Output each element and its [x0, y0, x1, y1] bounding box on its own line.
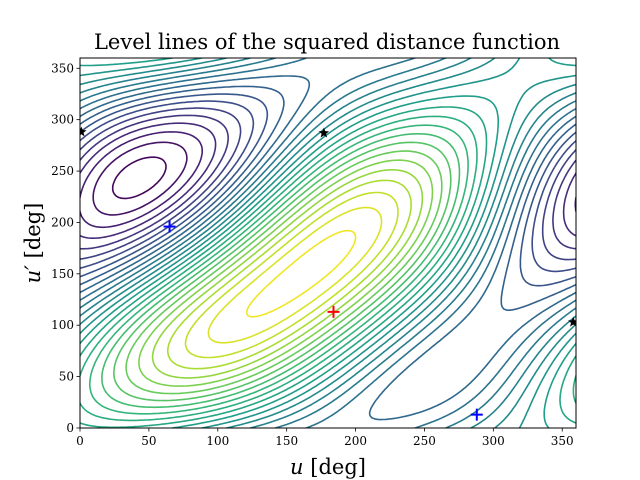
contour-line — [138, 159, 434, 387]
x-tick-label: 300 — [482, 434, 505, 448]
x-tick-label: 50 — [141, 434, 156, 448]
x-axis-unit: [deg] — [310, 455, 366, 479]
y-axis-label: u′ [deg] — [21, 203, 45, 284]
saddle-point-marker — [318, 127, 330, 138]
y-tick-label: 100 — [51, 318, 74, 332]
contour-line — [125, 150, 443, 395]
chart-title: Level lines of the squared distance func… — [94, 30, 560, 54]
contour-line — [80, 93, 576, 287]
x-tick-label: 250 — [413, 434, 436, 448]
local-minimum-marker — [163, 220, 176, 233]
contour-line — [184, 191, 399, 359]
contour-line — [80, 107, 576, 261]
saddle-point-marker — [568, 316, 576, 327]
y-tick-label: 350 — [51, 61, 74, 75]
y-tick-label: 200 — [51, 215, 74, 229]
local-minimum-marker — [470, 408, 483, 421]
contour-lines — [80, 58, 576, 428]
x-axis-variable: u — [290, 455, 304, 479]
y-tick-label: 0 — [66, 421, 74, 435]
contour-line — [80, 122, 576, 239]
contour-line — [151, 169, 424, 379]
contour-line — [80, 114, 576, 250]
contour-line — [89, 124, 469, 415]
contour-line — [80, 106, 576, 428]
contour-line — [167, 179, 412, 370]
y-tick-label: 150 — [51, 267, 74, 281]
contour-line — [207, 206, 383, 344]
y-axis-variable: u′ — [21, 265, 45, 284]
x-tick-label: 200 — [344, 434, 367, 448]
x-tick-label: 350 — [551, 434, 574, 448]
contour-line — [111, 156, 167, 200]
global-minimum-marker — [327, 305, 340, 318]
saddle-point-marker — [80, 126, 87, 137]
x-axis-label: u [deg] — [290, 455, 366, 479]
contour-line — [80, 75, 576, 421]
contour-line — [101, 133, 461, 409]
x-axis-ticks: 0 50 100 150 200 250 300 350 — [76, 428, 574, 448]
x-tick-label: 150 — [275, 434, 298, 448]
y-tick-label: 50 — [59, 370, 74, 384]
x-tick-label: 0 — [76, 434, 84, 448]
y-tick-label: 250 — [51, 164, 74, 178]
plot-frame — [79, 57, 577, 429]
contour-line — [92, 141, 188, 216]
contour-line — [80, 115, 576, 422]
contour-line — [113, 141, 452, 402]
y-axis-unit: [deg] — [21, 203, 45, 259]
contour-line — [245, 229, 357, 318]
contour-line — [80, 100, 576, 273]
plot-background — [80, 58, 576, 428]
plot-area — [79, 57, 577, 429]
contour-line — [80, 85, 576, 311]
y-axis-ticks: 0 50 100 150 200 250 300 350 — [51, 61, 80, 435]
critical-point-markers — [80, 126, 576, 421]
y-tick-label: 300 — [51, 113, 74, 127]
x-tick-label: 100 — [206, 434, 229, 448]
